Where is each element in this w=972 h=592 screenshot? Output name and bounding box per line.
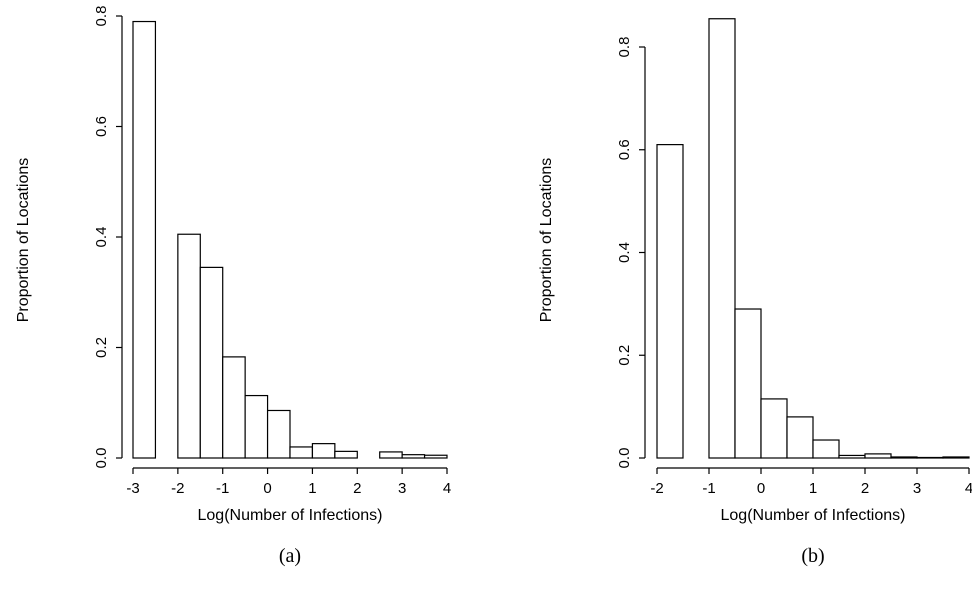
x-tick-label: 2	[861, 480, 869, 497]
y-tick-label: 0.2	[93, 337, 110, 358]
x-tick-label: 0	[757, 480, 765, 497]
y-tick-label: 0.6	[616, 139, 633, 160]
y-tick-label: 0.2	[616, 345, 633, 366]
histogram-bar	[334, 450, 358, 459]
y-tick-label: 0.6	[93, 116, 110, 137]
histogram-bar	[311, 443, 336, 459]
y-tick-label: 0.0	[93, 448, 110, 469]
histogram-bar	[890, 456, 918, 459]
x-tick-label: 1	[308, 480, 316, 497]
histogram-bar	[379, 451, 403, 459]
y-tick-label: 0.8	[616, 37, 633, 58]
panel-caption: (b)	[801, 545, 824, 567]
panel-caption: (a)	[279, 545, 301, 567]
x-axis-label: Log(Number of Infections)	[198, 507, 383, 524]
x-tick-label: 4	[443, 480, 451, 497]
histogram-bar	[199, 266, 224, 459]
histogram-bar	[401, 454, 426, 459]
y-tick-label: 0.8	[93, 6, 110, 27]
histogram-bar	[423, 454, 448, 459]
x-axis-label: Log(Number of Infections)	[721, 507, 906, 524]
histogram-bar	[708, 18, 736, 459]
x-tick-label: -2	[171, 480, 184, 497]
y-axis-label: Proportion of Locations	[15, 158, 32, 323]
x-tick-label: -3	[126, 480, 139, 497]
x-tick-label: -1	[216, 480, 229, 497]
histogram-bar	[812, 439, 840, 459]
histogram-bar	[177, 233, 201, 459]
x-tick-label: 3	[398, 480, 406, 497]
y-tick-label: 0.4	[93, 227, 110, 248]
histogram-bar	[786, 416, 814, 459]
histogram-panel-b: -2 -1 0 1 2 3 4 0.0 0.2 0.4 0.6 0.8 Log(Number of In…	[538, 18, 972, 567]
histogram-bar	[266, 409, 291, 459]
x-tick-label: 1	[809, 480, 817, 497]
y-tick-label: 0.4	[616, 242, 633, 263]
x-tick-label: 3	[913, 480, 921, 497]
x-tick-label: 4	[965, 480, 972, 497]
x-tick-label: -2	[650, 480, 663, 497]
histogram-panel-a: -3 -2 -1 0 1 2 3 4 0.0 0.2 0.4 0.6 0.8 Log(Number of …	[15, 6, 451, 567]
histogram-bar	[656, 144, 684, 459]
x-tick-label: 2	[353, 480, 361, 497]
histogram-bar	[838, 454, 866, 459]
histogram-bar	[222, 356, 246, 459]
y-axis-label: Proportion of Locations	[538, 158, 555, 323]
histogram-bar	[942, 456, 970, 459]
histogram-bar	[760, 398, 788, 459]
y-tick-label: 0.0	[616, 448, 633, 469]
histogram-bar	[289, 446, 314, 459]
histogram-bar	[244, 394, 269, 459]
histogram-bar	[864, 453, 892, 459]
x-tick-label: 0	[263, 480, 271, 497]
histogram-bar	[734, 308, 762, 459]
x-tick-label: -1	[702, 480, 715, 497]
histogram-bar	[132, 20, 157, 459]
histogram-bar	[916, 456, 944, 459]
